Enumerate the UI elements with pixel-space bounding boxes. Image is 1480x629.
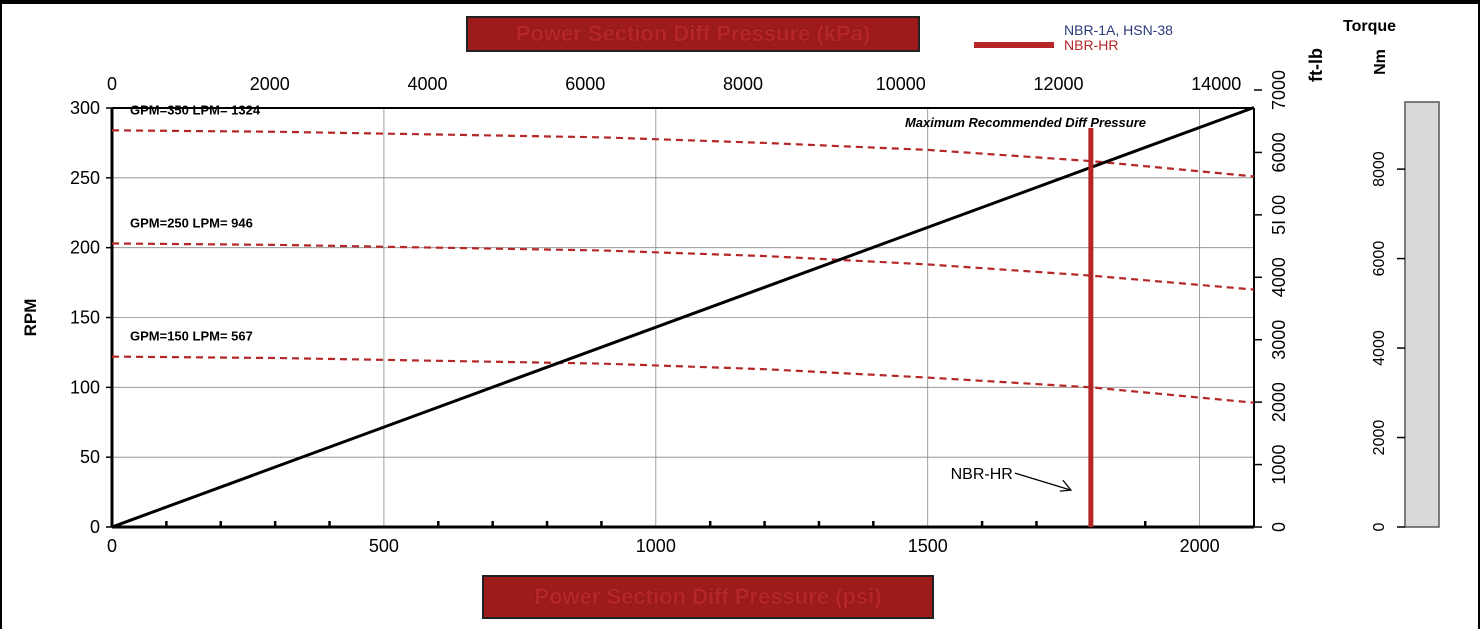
nm-axis-label: Nm	[1372, 49, 1389, 75]
series-line-gpm-250	[111, 242, 1255, 291]
y-tick-label: 250	[70, 168, 100, 188]
series-label: GPM=350 LPM= 1324	[130, 102, 261, 117]
y-tick-label: 150	[70, 308, 100, 328]
kpa-axis-title: Power Section Diff Pressure (kPa)	[466, 16, 920, 52]
nm-tick-label: 4000	[1371, 330, 1388, 366]
torque-line	[111, 106, 1255, 529]
x-kpa-tick-label: 2000	[250, 74, 290, 94]
x-kpa-tick-label: 12000	[1033, 74, 1083, 94]
x-kpa-tick-label: 8000	[723, 74, 763, 94]
x-psi-tick-label: 2000	[1180, 536, 1220, 556]
y-tick-label: 0	[90, 517, 100, 537]
series-label: GPM=250 LPM= 946	[130, 215, 253, 230]
nm-scale-bar	[1404, 101, 1440, 528]
ftlb-tick-label: 5I 00	[1269, 195, 1289, 235]
psi-axis-title: Power Section Diff Pressure (psi)	[482, 575, 934, 619]
max-pressure-label: Maximum Recommended Diff Pressure	[905, 115, 1146, 130]
x-kpa-tick-label: 10000	[876, 74, 926, 94]
ftlb-tick-label: 1000	[1269, 445, 1289, 485]
ftlb-tick-label: 4000	[1269, 257, 1289, 297]
y-tick-label: 200	[70, 238, 100, 258]
ftlb-tick-label: 6000	[1269, 132, 1289, 172]
x-psi-tick-label: 500	[369, 536, 399, 556]
annotation-nbr-hr: NBR-HR	[951, 466, 1013, 483]
nm-tick-label: 8000	[1371, 151, 1388, 187]
annotation-arrow-head	[1059, 479, 1073, 492]
series-line-gpm-150	[111, 355, 1255, 404]
y-axis-label: RPM	[21, 299, 40, 337]
nm-tick-label: 2000	[1371, 420, 1388, 456]
y-tick-label: 300	[70, 98, 100, 118]
nm-tick-label: 0	[1371, 522, 1388, 531]
ftlb-tick-label: 2000	[1269, 382, 1289, 422]
x-kpa-tick-label: 4000	[407, 74, 447, 94]
ftlb-tick-label: 3000	[1269, 320, 1289, 360]
legend-item-nbr-hr: NBR-HR	[1064, 37, 1119, 53]
x-kpa-tick-label: 0	[107, 74, 117, 94]
series-label: GPM=150 LPM= 567	[130, 329, 253, 344]
ftlb-axis-label: ft-lb	[1306, 48, 1326, 82]
x-kpa-tick-label: 14000	[1191, 74, 1241, 94]
x-psi-tick-label: 0	[107, 536, 117, 556]
x-kpa-tick-label: 6000	[565, 74, 605, 94]
ftlb-tick-label: 7000	[1269, 70, 1289, 110]
x-psi-tick-label: 1500	[908, 536, 948, 556]
y-tick-label: 100	[70, 377, 100, 397]
annotation-arrow-shaft	[1014, 472, 1072, 491]
ftlb-tick-label: 0	[1269, 522, 1289, 532]
y-tick-label: 50	[80, 447, 100, 467]
series-line-gpm-350	[111, 129, 1255, 178]
x-psi-tick-label: 1000	[636, 536, 676, 556]
legend-swatch-nbr-hr	[974, 42, 1054, 48]
nm-tick-label: 6000	[1371, 241, 1388, 277]
legend-item-nbr-1a: NBR-1A, HSN-38	[1064, 22, 1173, 38]
torque-header: Torque	[1343, 18, 1397, 35]
